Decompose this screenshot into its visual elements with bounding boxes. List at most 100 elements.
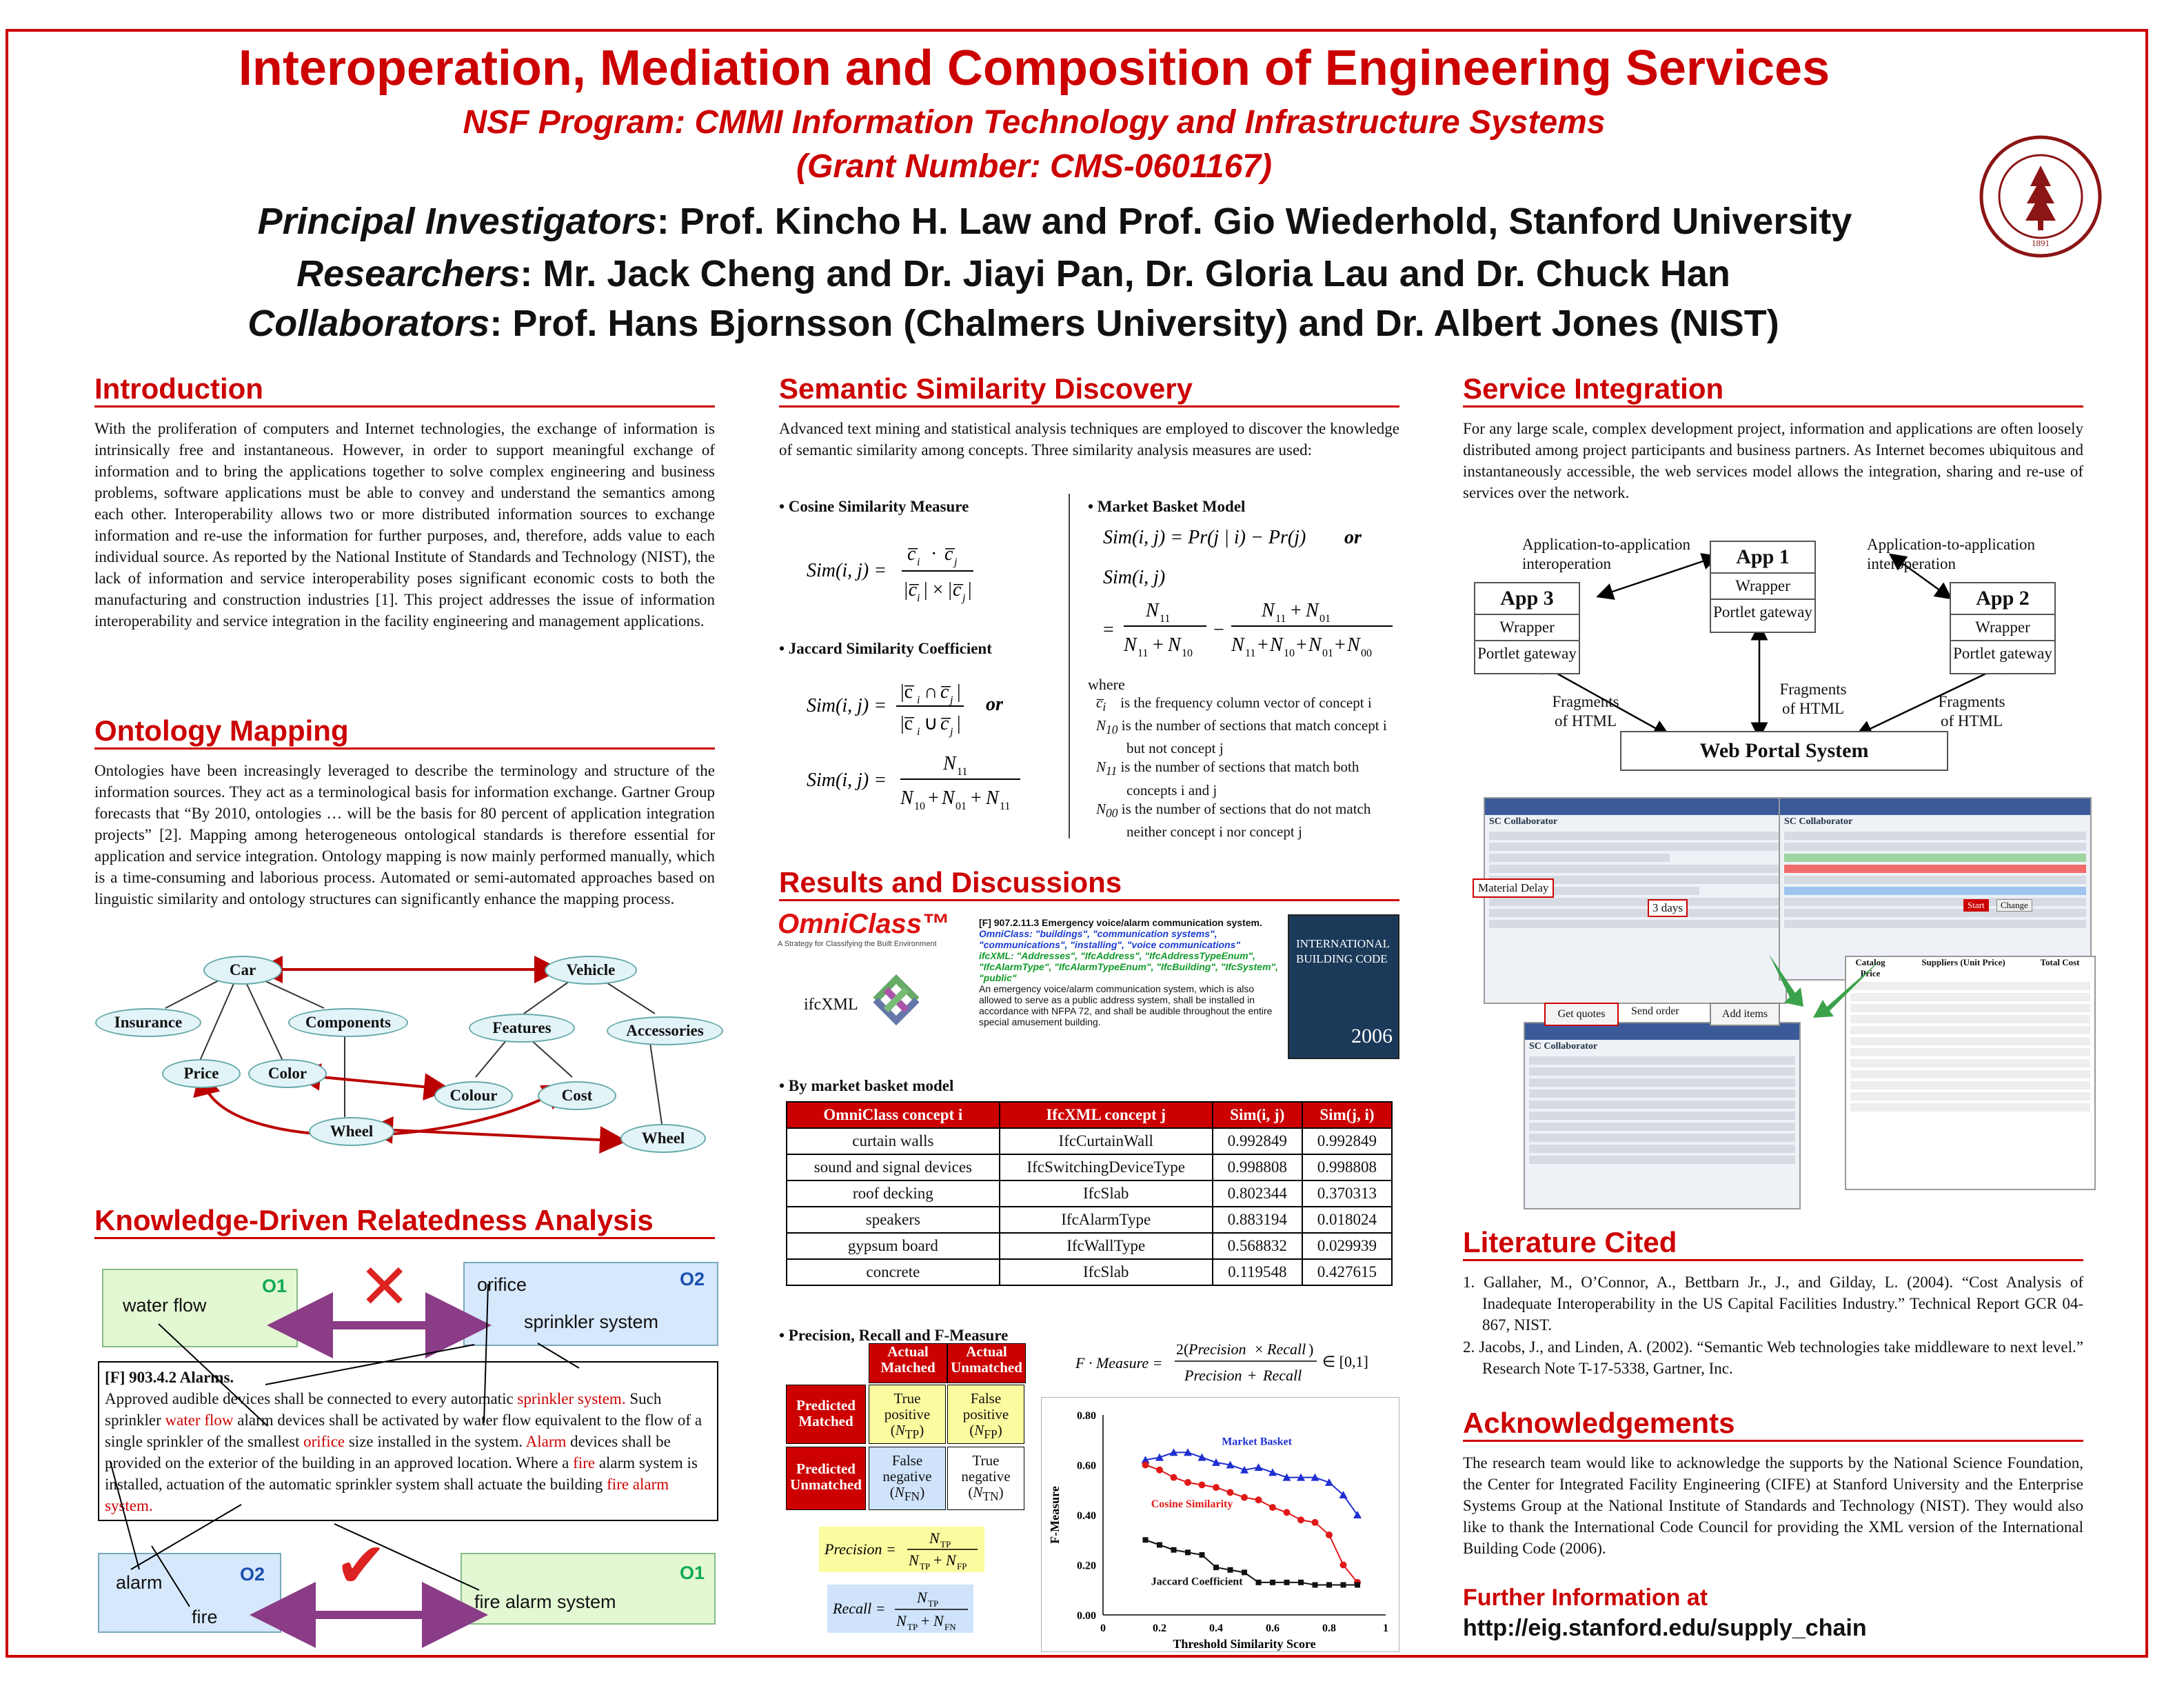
fn-cell: False negative (NFN) — [869, 1447, 946, 1510]
tn-label: True negative — [961, 1452, 1011, 1485]
table-cell: 0.568832 — [1211, 1232, 1303, 1260]
y-tick-label: 0.60 — [1077, 1460, 1096, 1472]
table-cell: 0.992849 — [1211, 1127, 1303, 1155]
data-point-jaccard — [1242, 1569, 1247, 1576]
data-point-cosine — [1226, 1489, 1234, 1496]
highlighted-term: Alarm — [525, 1433, 567, 1450]
start-button[interactable]: Start — [1963, 899, 1989, 912]
svg-text:+: + — [1248, 1367, 1256, 1384]
further-info-url[interactable]: http://eig.stanford.edu/supply_chain — [1463, 1615, 1867, 1641]
clause-segment: Approved audible devices shall be connec… — [105, 1390, 518, 1407]
table-cell: speakers — [786, 1206, 1000, 1234]
change-button[interactable]: Change — [1996, 899, 2032, 912]
collab-logo-text-2: SC Collaborator — [1784, 816, 1853, 827]
omniclass-terms: OmniClass: "buildings", "communication s… — [979, 928, 1241, 950]
frag-right-label: Fragments of HTML — [1938, 693, 2005, 730]
svg-text:00: 00 — [1361, 647, 1372, 659]
literature-heading: Literature Cited — [1463, 1226, 2083, 1261]
svg-text:N: N — [945, 1551, 957, 1569]
web-portal-box: Web Portal System — [1620, 731, 1948, 771]
collaborators-text: : Prof. Hans Bjornsson (Chalmers Univers… — [489, 303, 1779, 344]
table-row: speakers IfcAlarmType 0.883194 0.018024 — [786, 1206, 1393, 1234]
o1-label: O1 — [679, 1563, 705, 1583]
data-point-jaccard — [1199, 1552, 1205, 1558]
emergency-clause: [F] 907.2.11.3 Emergency voice/alarm com… — [979, 917, 1282, 1027]
y-tick-label: 0.20 — [1077, 1560, 1096, 1572]
svg-text:+: + — [1296, 634, 1307, 656]
svg-text:−: − — [1213, 619, 1224, 641]
omniclass-logo: OmniClass™ A Strategy for Classifying th… — [778, 909, 949, 948]
svg-text:∈ [0,1]: ∈ [0,1] — [1322, 1353, 1368, 1370]
ifcxml-label: ifcXML — [804, 996, 858, 1014]
svg-text:Recall: Recall — [1266, 1340, 1306, 1358]
semantic-body: Advanced text mining and statistical ana… — [779, 420, 1399, 459]
svg-text:+: + — [921, 1612, 929, 1629]
data-point-cosine — [1198, 1481, 1206, 1489]
predicted-unmatched-header: Predicted Unmatched — [786, 1447, 866, 1510]
cosine-label: • Cosine Similarity Measure — [779, 498, 969, 515]
svg-text:FP: FP — [957, 1561, 967, 1571]
researchers-line: Researchers: Mr. Jack Cheng and Dr. Jiay… — [83, 252, 1944, 295]
svg-text:i: i — [917, 726, 920, 738]
table-cell: 0.029939 — [1301, 1232, 1393, 1260]
add-items-button[interactable]: Add items — [1710, 1003, 1780, 1026]
y-tick-label: 0.00 — [1077, 1610, 1096, 1622]
svg-text:10: 10 — [1284, 647, 1295, 659]
alarm-clause-box: [F] 903.4.2 Alarms. Approved audible dev… — [98, 1361, 718, 1521]
svg-text:N: N — [908, 1551, 920, 1569]
data-point-cosine — [1170, 1474, 1177, 1481]
svg-text:N: N — [1145, 600, 1160, 621]
table-cell: IfcSwitchingDeviceType — [998, 1154, 1213, 1181]
table-caption: • By market basket model — [779, 1077, 954, 1094]
svg-text:TP: TP — [907, 1622, 918, 1632]
data-point-jaccard — [1298, 1579, 1304, 1585]
send-order-button[interactable]: Send order — [1631, 1005, 1679, 1017]
svg-text:01: 01 — [956, 801, 967, 812]
table-cell: 0.998808 — [1301, 1154, 1393, 1181]
precision-formula: Precision = N TP N TP + N FP — [819, 1527, 984, 1572]
svg-text:TP: TP — [940, 1539, 951, 1549]
screenshot-quotes: Catalog Price Suppliers (Unit Price) Tot… — [1845, 956, 2096, 1190]
table-row: gypsum board IfcWallType 0.568832 0.029939 — [786, 1232, 1393, 1260]
predicted-matched-header: Predicted Matched — [786, 1385, 866, 1444]
data-point-jaccard — [1340, 1582, 1346, 1588]
data-point-market — [1212, 1458, 1220, 1466]
introduction-body: With the proliferation of computers and … — [94, 420, 715, 630]
series-label-market: Market Basket — [1222, 1436, 1292, 1448]
actual-unmatched-header: Actual Unmatched — [947, 1343, 1026, 1383]
y-tick-label: 0.40 — [1077, 1510, 1096, 1522]
get-quotes-button[interactable]: Get quotes — [1544, 1003, 1619, 1026]
researchers-label: Researchers — [296, 253, 520, 294]
total-cost-header: Total Cost — [2040, 957, 2080, 967]
clause-segment: alarm system is installed, actuation of … — [105, 1454, 698, 1493]
frag-left-label: Fragments of HTML — [1552, 693, 1619, 730]
node-cost: Cost — [538, 1081, 616, 1110]
alarm-label: alarm — [116, 1572, 163, 1593]
svg-text:): ) — [1308, 1340, 1313, 1358]
variable-definitions: c̅i is the frequency column vector of co… — [1096, 694, 1387, 840]
svg-text:| × |: | × | — [924, 579, 952, 601]
program-line: NSF Program: CMMI Information Technology… — [463, 104, 1606, 141]
highlighted-term: fire — [573, 1454, 596, 1471]
ibc-title: INTERNATIONAL BUILDING CODE — [1296, 937, 1390, 965]
x-tick-label: 0.2 — [1153, 1622, 1166, 1634]
ibc-2006-cover: INTERNATIONAL BUILDING CODE 2006 — [1288, 914, 1399, 1059]
app2-box: App 2 Wrapper Portlet gateway — [1950, 582, 2056, 674]
omniclass-logo-text: OmniClass™ — [778, 909, 949, 939]
fire-label: fire — [192, 1607, 218, 1627]
node-wheel-left: Wheel — [309, 1117, 394, 1146]
svg-text:Recall: Recall — [1262, 1367, 1302, 1384]
table-cell: 0.883194 — [1211, 1206, 1303, 1234]
catalog-price-header: Catalog Price — [1855, 957, 1885, 978]
app1-box: App 1 Wrapper Portlet gateway — [1710, 541, 1816, 633]
further-info-label: Further Information at — [1463, 1585, 1708, 1611]
svg-text:N: N — [985, 787, 1000, 809]
node-car: Car — [203, 956, 282, 985]
table-cell: 0.998808 — [1211, 1154, 1303, 1181]
results-heading: Results and Discussions — [779, 866, 1399, 901]
alarm-clause-text: Approved audible devices shall be connec… — [105, 1390, 702, 1514]
reference-1: 1. Gallaher, M., O’Connor, A., Bettbarn … — [1463, 1274, 2083, 1334]
collaborators-label: Collaborators — [247, 303, 490, 344]
app2-label: App 2 — [1951, 583, 2054, 615]
data-point-cosine — [1311, 1518, 1319, 1526]
